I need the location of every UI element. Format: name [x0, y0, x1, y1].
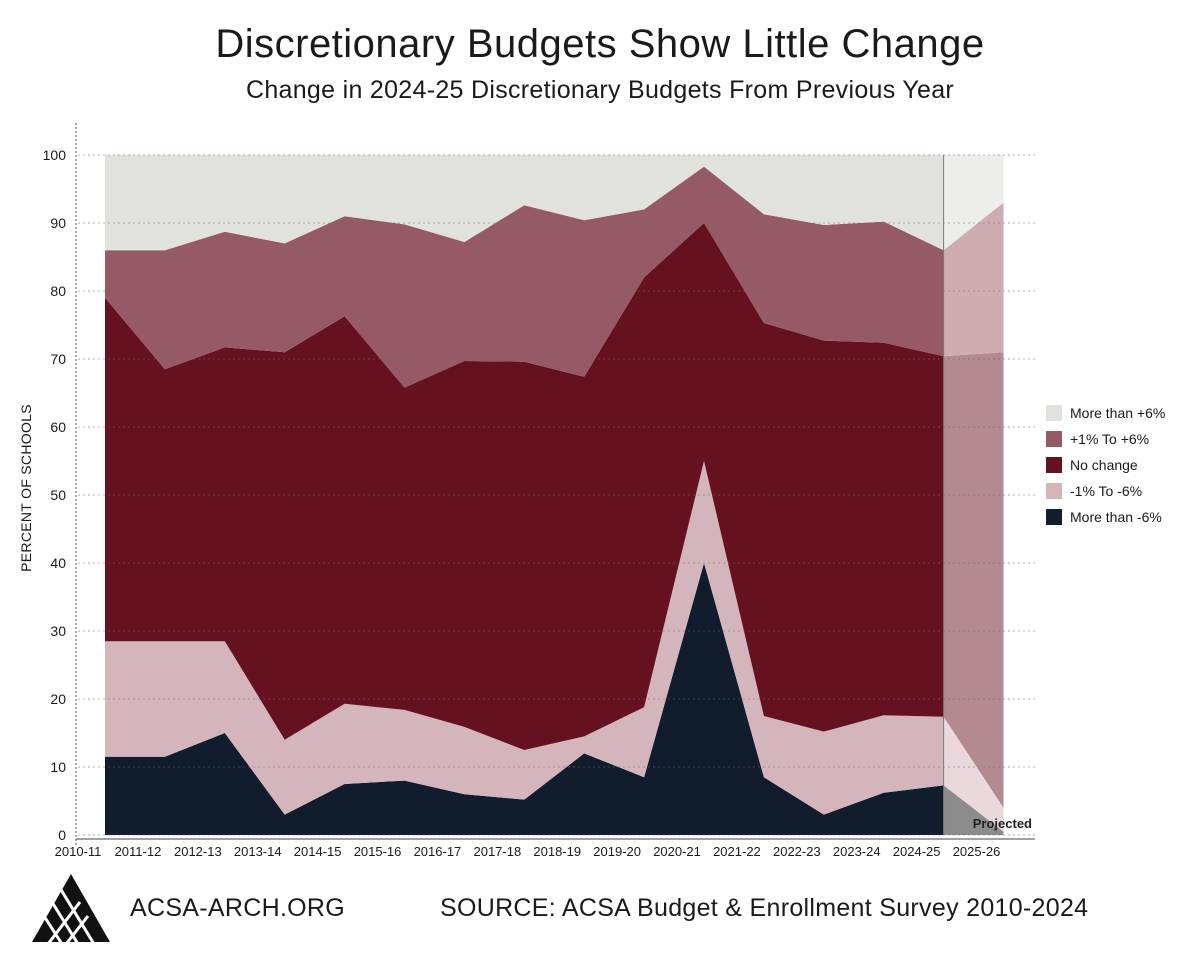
- series-area-more-than-6: [105, 155, 944, 251]
- projected-area-more-than-6: [943, 155, 1004, 251]
- legend-item: No change: [1046, 452, 1165, 478]
- x-tick-label: 2019-20: [593, 844, 641, 859]
- x-tick-label: 2020-21: [653, 844, 701, 859]
- legend-item: More than -6%: [1046, 504, 1165, 530]
- x-tick-label: 2016-17: [414, 844, 462, 859]
- tick-labels: 0 10 20 30 40 50 60 70 80 90 100 2010-11 2011-12 2012…: [43, 147, 1032, 859]
- legend-label: No change: [1070, 457, 1138, 473]
- legend-item: -1% To -6%: [1046, 478, 1165, 504]
- y-tick-label: 100: [43, 147, 67, 163]
- legend-item: +1% To +6%: [1046, 426, 1165, 452]
- y-tick-label: 50: [50, 487, 66, 503]
- y-tick-label: 0: [58, 827, 66, 843]
- y-tick-label: 20: [50, 691, 66, 707]
- chart-title: Discretionary Budgets Show Little Change: [215, 22, 985, 66]
- x-tick-label: 2013-14: [234, 844, 282, 859]
- axes: [75, 123, 1035, 845]
- y-tick-label: 80: [50, 283, 66, 299]
- x-tick-label: 2017-18: [473, 844, 521, 859]
- legend-swatch: [1046, 509, 1062, 525]
- legend-swatch: [1046, 431, 1062, 447]
- legend-label: -1% To -6%: [1070, 483, 1143, 499]
- acsa-logo-icon: [30, 872, 112, 949]
- projected-area-more-than-6: [943, 785, 1004, 835]
- legend: More than +6% +1% To +6% No change -1% To -…: [1046, 400, 1165, 530]
- y-tick-label: 70: [50, 351, 66, 367]
- legend-item: More than +6%: [1046, 400, 1165, 426]
- projected-annotation: Projected: [973, 816, 1032, 831]
- legend-label: More than +6%: [1070, 405, 1166, 421]
- projected-area-1-to-6: [943, 202, 1004, 357]
- x-tick-label: 2012-13: [174, 844, 222, 859]
- y-tick-label: 60: [50, 419, 66, 435]
- projected-area-1-to-6: [943, 716, 1004, 832]
- x-tick-label: 2025-26: [953, 844, 1001, 859]
- series-area-no-change: [105, 223, 944, 750]
- x-tick-label: 2023-24: [833, 844, 881, 859]
- projected-area-no-change: [943, 352, 1004, 808]
- y-tick-label: 10: [50, 759, 66, 775]
- y-tick-label: 30: [50, 623, 66, 639]
- legend-swatch: [1046, 457, 1062, 473]
- series-area-1-to-6: [105, 166, 944, 388]
- x-tick-label: 2018-19: [533, 844, 581, 859]
- x-tick-label: 2022-23: [773, 844, 821, 859]
- y-tick-label: 40: [50, 555, 66, 571]
- legend-label: +1% To +6%: [1070, 431, 1150, 447]
- legend-label: More than -6%: [1070, 509, 1162, 525]
- x-tick-label: 2014-15: [294, 844, 342, 859]
- footer-site-link[interactable]: ACSA-ARCH.ORG: [130, 894, 346, 922]
- chart-subtitle: Change in 2024-25 Discretionary Budgets …: [245, 76, 955, 104]
- x-tick-label: 2015-16: [354, 844, 402, 859]
- x-tick-label: 2010-11: [55, 844, 102, 859]
- x-tick-label: 2011-12: [115, 844, 162, 859]
- y-tick-label: 90: [50, 215, 66, 231]
- x-tick-label: 2021-22: [713, 844, 761, 859]
- chart-area: 0 10 20 30 40 50 60 70 80 90 100 2010-11 2011-12 2012…: [43, 123, 1035, 859]
- series-area-1-to-6: [105, 461, 944, 815]
- x-tick-label: 2024-25: [893, 844, 941, 859]
- footer-source: SOURCE: ACSA Budget & Enrollment Survey …: [440, 894, 1089, 922]
- legend-swatch: [1046, 405, 1062, 421]
- legend-swatch: [1046, 483, 1062, 499]
